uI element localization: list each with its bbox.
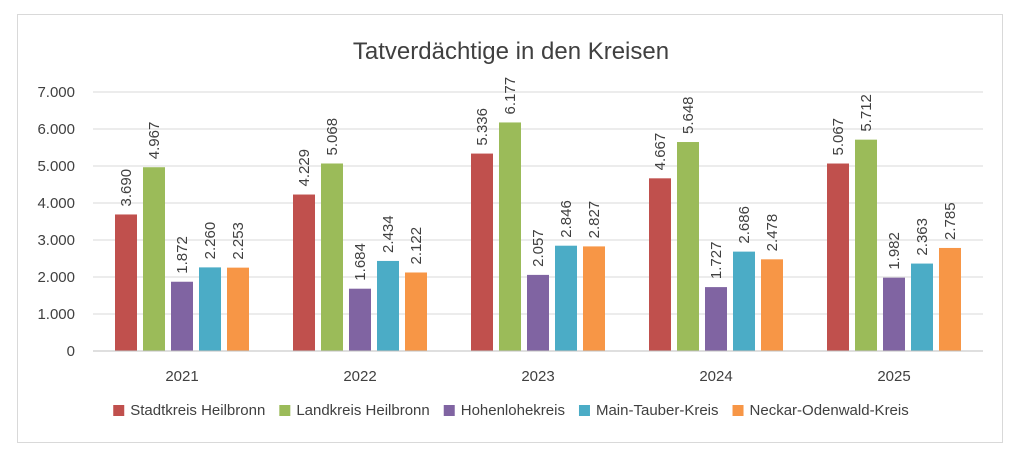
data-label: 5.712 xyxy=(858,94,875,132)
data-label: 2.846 xyxy=(558,200,575,238)
data-label: 2.253 xyxy=(230,222,247,260)
data-label: 2.260 xyxy=(202,222,219,260)
data-label: 2.827 xyxy=(586,201,603,239)
data-label: 3.690 xyxy=(118,169,135,207)
data-label: 1.727 xyxy=(708,242,725,280)
bar xyxy=(321,163,343,351)
bar xyxy=(939,247,961,351)
data-label: 4.229 xyxy=(296,149,313,187)
y-tick-label: 0 xyxy=(67,343,75,360)
x-tick-label: 2023 xyxy=(521,368,554,385)
data-label: 5.648 xyxy=(680,96,697,134)
bar xyxy=(761,259,783,351)
data-label: 5.067 xyxy=(830,118,847,156)
data-label: 5.336 xyxy=(474,108,491,146)
bar-chart: Tatverdächtige in den Kreisen 0 1.000 2.00… xyxy=(37,38,983,419)
bar xyxy=(883,277,905,351)
data-label: 1.982 xyxy=(886,232,903,270)
legend-swatch xyxy=(113,405,125,416)
legend-swatch xyxy=(279,405,291,416)
data-label: 2.478 xyxy=(764,214,781,252)
legend-label: Hohenlohekreis xyxy=(461,402,565,419)
legend-swatch xyxy=(578,405,590,416)
bar xyxy=(171,281,193,351)
bar xyxy=(827,163,849,351)
bar xyxy=(555,245,577,351)
data-label: 2.122 xyxy=(408,227,425,265)
chart-title: Tatverdächtige in den Kreisen xyxy=(353,38,669,65)
bar xyxy=(911,263,933,351)
bar xyxy=(499,122,521,352)
data-labels: 3.690 4.967 1.872 2.260 2.253 4.229 5.068 1.684… xyxy=(118,77,959,281)
chart-frame: Tatverdächtige in den Kreisen 0 1.000 2.00… xyxy=(17,14,1003,443)
bar xyxy=(855,139,877,351)
bar xyxy=(705,287,727,351)
data-label: 1.872 xyxy=(174,236,191,274)
bar xyxy=(405,272,427,351)
y-tick-label: 5.000 xyxy=(37,158,75,175)
legend-label: Main-Tauber-Kreis xyxy=(596,402,719,419)
bar xyxy=(115,214,137,351)
bar xyxy=(649,178,671,351)
legend-label: Stadtkreis Heilbronn xyxy=(130,402,265,419)
bar xyxy=(199,267,221,351)
bar xyxy=(583,246,605,351)
y-tick-label: 7.000 xyxy=(37,84,75,101)
bar xyxy=(527,274,549,351)
y-axis-ticks: 0 1.000 2.000 3.000 4.000 5.000 6.000 7.000 xyxy=(37,84,75,360)
bar xyxy=(349,288,371,351)
data-label: 5.068 xyxy=(324,118,341,156)
x-axis-categories: 2021 2022 2023 2024 2025 xyxy=(165,368,910,385)
bar xyxy=(733,251,755,351)
bar xyxy=(227,267,249,351)
legend-label: Landkreis Heilbronn xyxy=(296,402,429,419)
y-tick-label: 4.000 xyxy=(37,195,75,212)
legend-swatch xyxy=(443,405,455,416)
legend: Stadtkreis Heilbronn Landkreis Heilbronn H… xyxy=(113,402,909,419)
y-tick-label: 6.000 xyxy=(37,121,75,138)
bars xyxy=(115,122,961,352)
x-tick-label: 2024 xyxy=(699,368,732,385)
data-label: 2.686 xyxy=(736,206,753,244)
bar xyxy=(377,260,399,351)
x-tick-label: 2021 xyxy=(165,368,198,385)
data-label: 4.667 xyxy=(652,133,669,171)
bar xyxy=(471,153,493,351)
legend-item: Main-Tauber-Kreis xyxy=(578,402,719,419)
data-label: 1.684 xyxy=(352,243,369,281)
y-tick-label: 2.000 xyxy=(37,269,75,286)
x-tick-label: 2022 xyxy=(343,368,376,385)
bar xyxy=(677,142,699,351)
bar xyxy=(293,194,315,351)
x-tick-label: 2025 xyxy=(877,368,910,385)
legend-item: Hohenlohekreis xyxy=(443,402,565,419)
legend-item: Neckar-Odenwald-Kreis xyxy=(732,402,909,419)
data-label: 2.057 xyxy=(530,229,547,267)
legend-item: Landkreis Heilbronn xyxy=(279,402,430,419)
data-label: 2.434 xyxy=(380,215,397,253)
legend-label: Neckar-Odenwald-Kreis xyxy=(750,402,909,419)
y-tick-label: 3.000 xyxy=(37,232,75,249)
legend-item: Stadtkreis Heilbronn xyxy=(113,402,265,419)
data-label: 4.967 xyxy=(146,122,163,160)
y-tick-label: 1.000 xyxy=(37,306,75,323)
data-label: 2.363 xyxy=(914,218,931,256)
bar xyxy=(143,167,165,351)
data-label: 6.177 xyxy=(502,77,519,115)
legend-swatch xyxy=(732,405,744,416)
data-label: 2.785 xyxy=(942,202,959,240)
